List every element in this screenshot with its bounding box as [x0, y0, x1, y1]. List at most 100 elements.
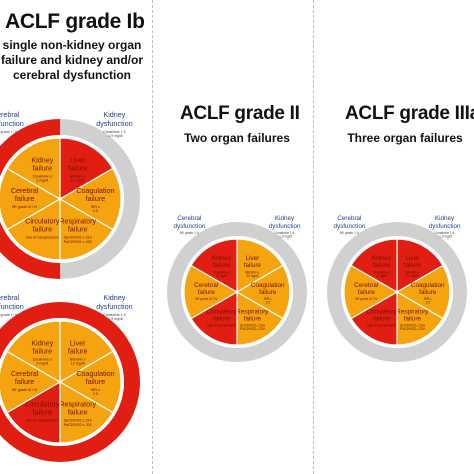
respiratory-label: Respiratory failure — [59, 400, 96, 417]
cerebral-dysfunction-criteria: HE grade I / II — [0, 130, 17, 134]
respiratory-segment — [59, 380, 114, 444]
liver-segment — [59, 320, 114, 384]
respiratory-segment — [59, 197, 114, 261]
kidney-dysfunction-label: Kidney dysfunction — [96, 110, 132, 128]
kidney-criteria: Creatinine ≥2 mg/dl — [33, 174, 52, 182]
kidney-dysfunction-criteria: Creatinine 1.5- 1.9 mg/dl — [103, 130, 125, 138]
cerebral-segment — [0, 350, 62, 414]
cerebral-label: Cerebral failure — [354, 282, 378, 296]
coagulation-segment — [58, 350, 122, 414]
kidney-dysfunction-label: Kidney dysfunction — [429, 215, 461, 230]
cerebral-criteria: HE grade III / IV — [12, 205, 38, 209]
liver-label: Liver failure — [244, 255, 262, 269]
respiratory-criteria: SpO2/FiO2 ≤ 214 PaO2/FiO2 ≤ 200 — [240, 323, 265, 331]
panel-description-grade-ib: single non-kidney organ failure and kidn… — [0, 38, 162, 83]
description-line: Three organ failures — [347, 131, 463, 145]
circulatory-segment — [350, 290, 398, 346]
liver-segment — [396, 238, 444, 294]
circulatory-label: Circulatory failure — [25, 217, 60, 234]
respiratory-criteria: SpO2/FiO2 ≤ 214 PaO2/FiO2 ≤ 200 — [400, 323, 425, 331]
kidney-label: Kidney failure — [31, 338, 53, 355]
coagulation-segment — [395, 264, 451, 320]
respiratory-criteria: SpO2/FiO2 ≤ 214 PaO2/FiO2 ≤ 200 — [64, 236, 92, 244]
coagulation-criteria: INR ≥2.5 — [91, 388, 100, 396]
kidney-dysfunction-criteria: Creatinine 1.5- 1.9 mg/dl — [435, 231, 455, 239]
respiratory-segment — [396, 290, 444, 346]
panel-description-grade-ii: Two organ failures — [162, 131, 312, 145]
liver-label: Liver failure — [68, 155, 88, 172]
respiratory-label: Respiratory failure — [236, 308, 269, 322]
kidney-segment — [190, 238, 238, 294]
cerebral-label: Cerebral failure — [11, 369, 39, 386]
circulatory-segment — [190, 290, 238, 346]
kidney-dysfunction-ring — [396, 222, 467, 362]
panel-title-grade-ii: ACLF grade II — [180, 103, 300, 124]
coagulation-label: Coagulation failure — [76, 369, 114, 386]
kidney-dysfunction-label: Kidney dysfunction — [269, 215, 301, 230]
kidney-segment — [6, 137, 61, 201]
circulatory-criteria: Use of vasopressors — [26, 236, 59, 240]
cerebral-criteria: HE grade III / IV — [355, 297, 378, 301]
description-line: failure and kidney and/or — [0, 53, 144, 67]
kidney-segment — [6, 320, 61, 384]
kidney-label: Kidney failure — [212, 255, 232, 269]
organ-wheel-2: Liver failure Bilirubin ≥12 mg/dl Coagulati… — [0, 293, 140, 462]
panel-separator-1 — [152, 0, 153, 474]
kidney-dysfunction-criteria: Creatinine 1.5- 1.9 mg/dl — [275, 231, 295, 239]
cerebral-dysfunction-ring — [0, 302, 61, 462]
panel-description-grade-iiia: Three organ failures — [330, 131, 474, 145]
cerebral-segment — [343, 264, 399, 320]
cerebral-dysfunction-criteria: HE grade I / II — [340, 231, 360, 235]
description-line: single non-kidney organ — [2, 38, 142, 52]
circulatory-label: Circulatory failure — [25, 400, 60, 417]
coagulation-label: Coagulation failure — [251, 282, 285, 296]
circulatory-segment — [6, 197, 61, 261]
circulatory-segment — [6, 380, 61, 444]
kidney-segment — [350, 238, 398, 294]
cerebral-segment — [0, 167, 62, 231]
description-line: Two organ failures — [184, 131, 290, 145]
respiratory-label: Respiratory failure — [396, 308, 429, 322]
kidney-criteria: Creatinine ≥2 mg/dl — [373, 270, 390, 278]
cerebral-criteria: HE grade III / IV — [195, 297, 218, 301]
kidney-criteria: Creatinine ≥2 mg/dl — [33, 357, 52, 365]
respiratory-label: Respiratory failure — [59, 217, 96, 234]
cerebral-dysfunction-ring — [327, 222, 398, 362]
coagulation-segment — [58, 167, 122, 231]
kidney-dysfunction-criteria: Creatinine 1.5- 1.9 mg/dl — [103, 313, 125, 321]
liver-criteria: Bilirubin ≥12 mg/dl — [70, 357, 86, 365]
circulatory-criteria: Use of vasopressors — [26, 419, 59, 423]
kidney-dysfunction-ring — [59, 119, 140, 279]
kidney-label: Kidney failure — [31, 155, 53, 172]
coagulation-criteria: INR ≥2.5 — [424, 297, 432, 305]
respiratory-segment — [236, 290, 284, 346]
panel-title-grade-iiia: ACLF grade IIIa — [345, 103, 474, 124]
liver-criteria: Bilirubin ≥12 mg/dl — [70, 174, 86, 182]
kidney-dysfunction-ring — [59, 302, 140, 462]
panel-title-grade-ib: ACLF grade Ib — [5, 10, 145, 33]
coagulation-segment — [235, 264, 291, 320]
cerebral-criteria: HE grade III / IV — [12, 388, 38, 392]
cerebral-dysfunction-ring — [167, 222, 238, 362]
liver-segment — [236, 238, 284, 294]
coagulation-criteria: INR ≥2.5 — [91, 205, 100, 213]
circulatory-label: Circulatory failure — [367, 308, 398, 322]
circulatory-criteria: Use of vasopressors — [367, 323, 396, 327]
cerebral-label: Cerebral failure — [11, 186, 39, 203]
liver-label: Liver failure — [68, 338, 88, 355]
cerebral-dysfunction-criteria: HE grade I / II — [0, 313, 17, 317]
kidney-criteria: Creatinine ≥2 mg/dl — [213, 270, 230, 278]
coagulation-criteria: INR ≥2.5 — [264, 297, 272, 305]
kidney-dysfunction-label: Kidney dysfunction — [96, 293, 132, 311]
panel-separator-2 — [313, 0, 314, 474]
circulatory-label: Circulatory failure — [207, 308, 238, 322]
organ-wheel-1: Liver failure Bilirubin ≥12 mg/dl Coagulati… — [0, 110, 140, 279]
cerebral-dysfunction-ring — [0, 119, 61, 279]
